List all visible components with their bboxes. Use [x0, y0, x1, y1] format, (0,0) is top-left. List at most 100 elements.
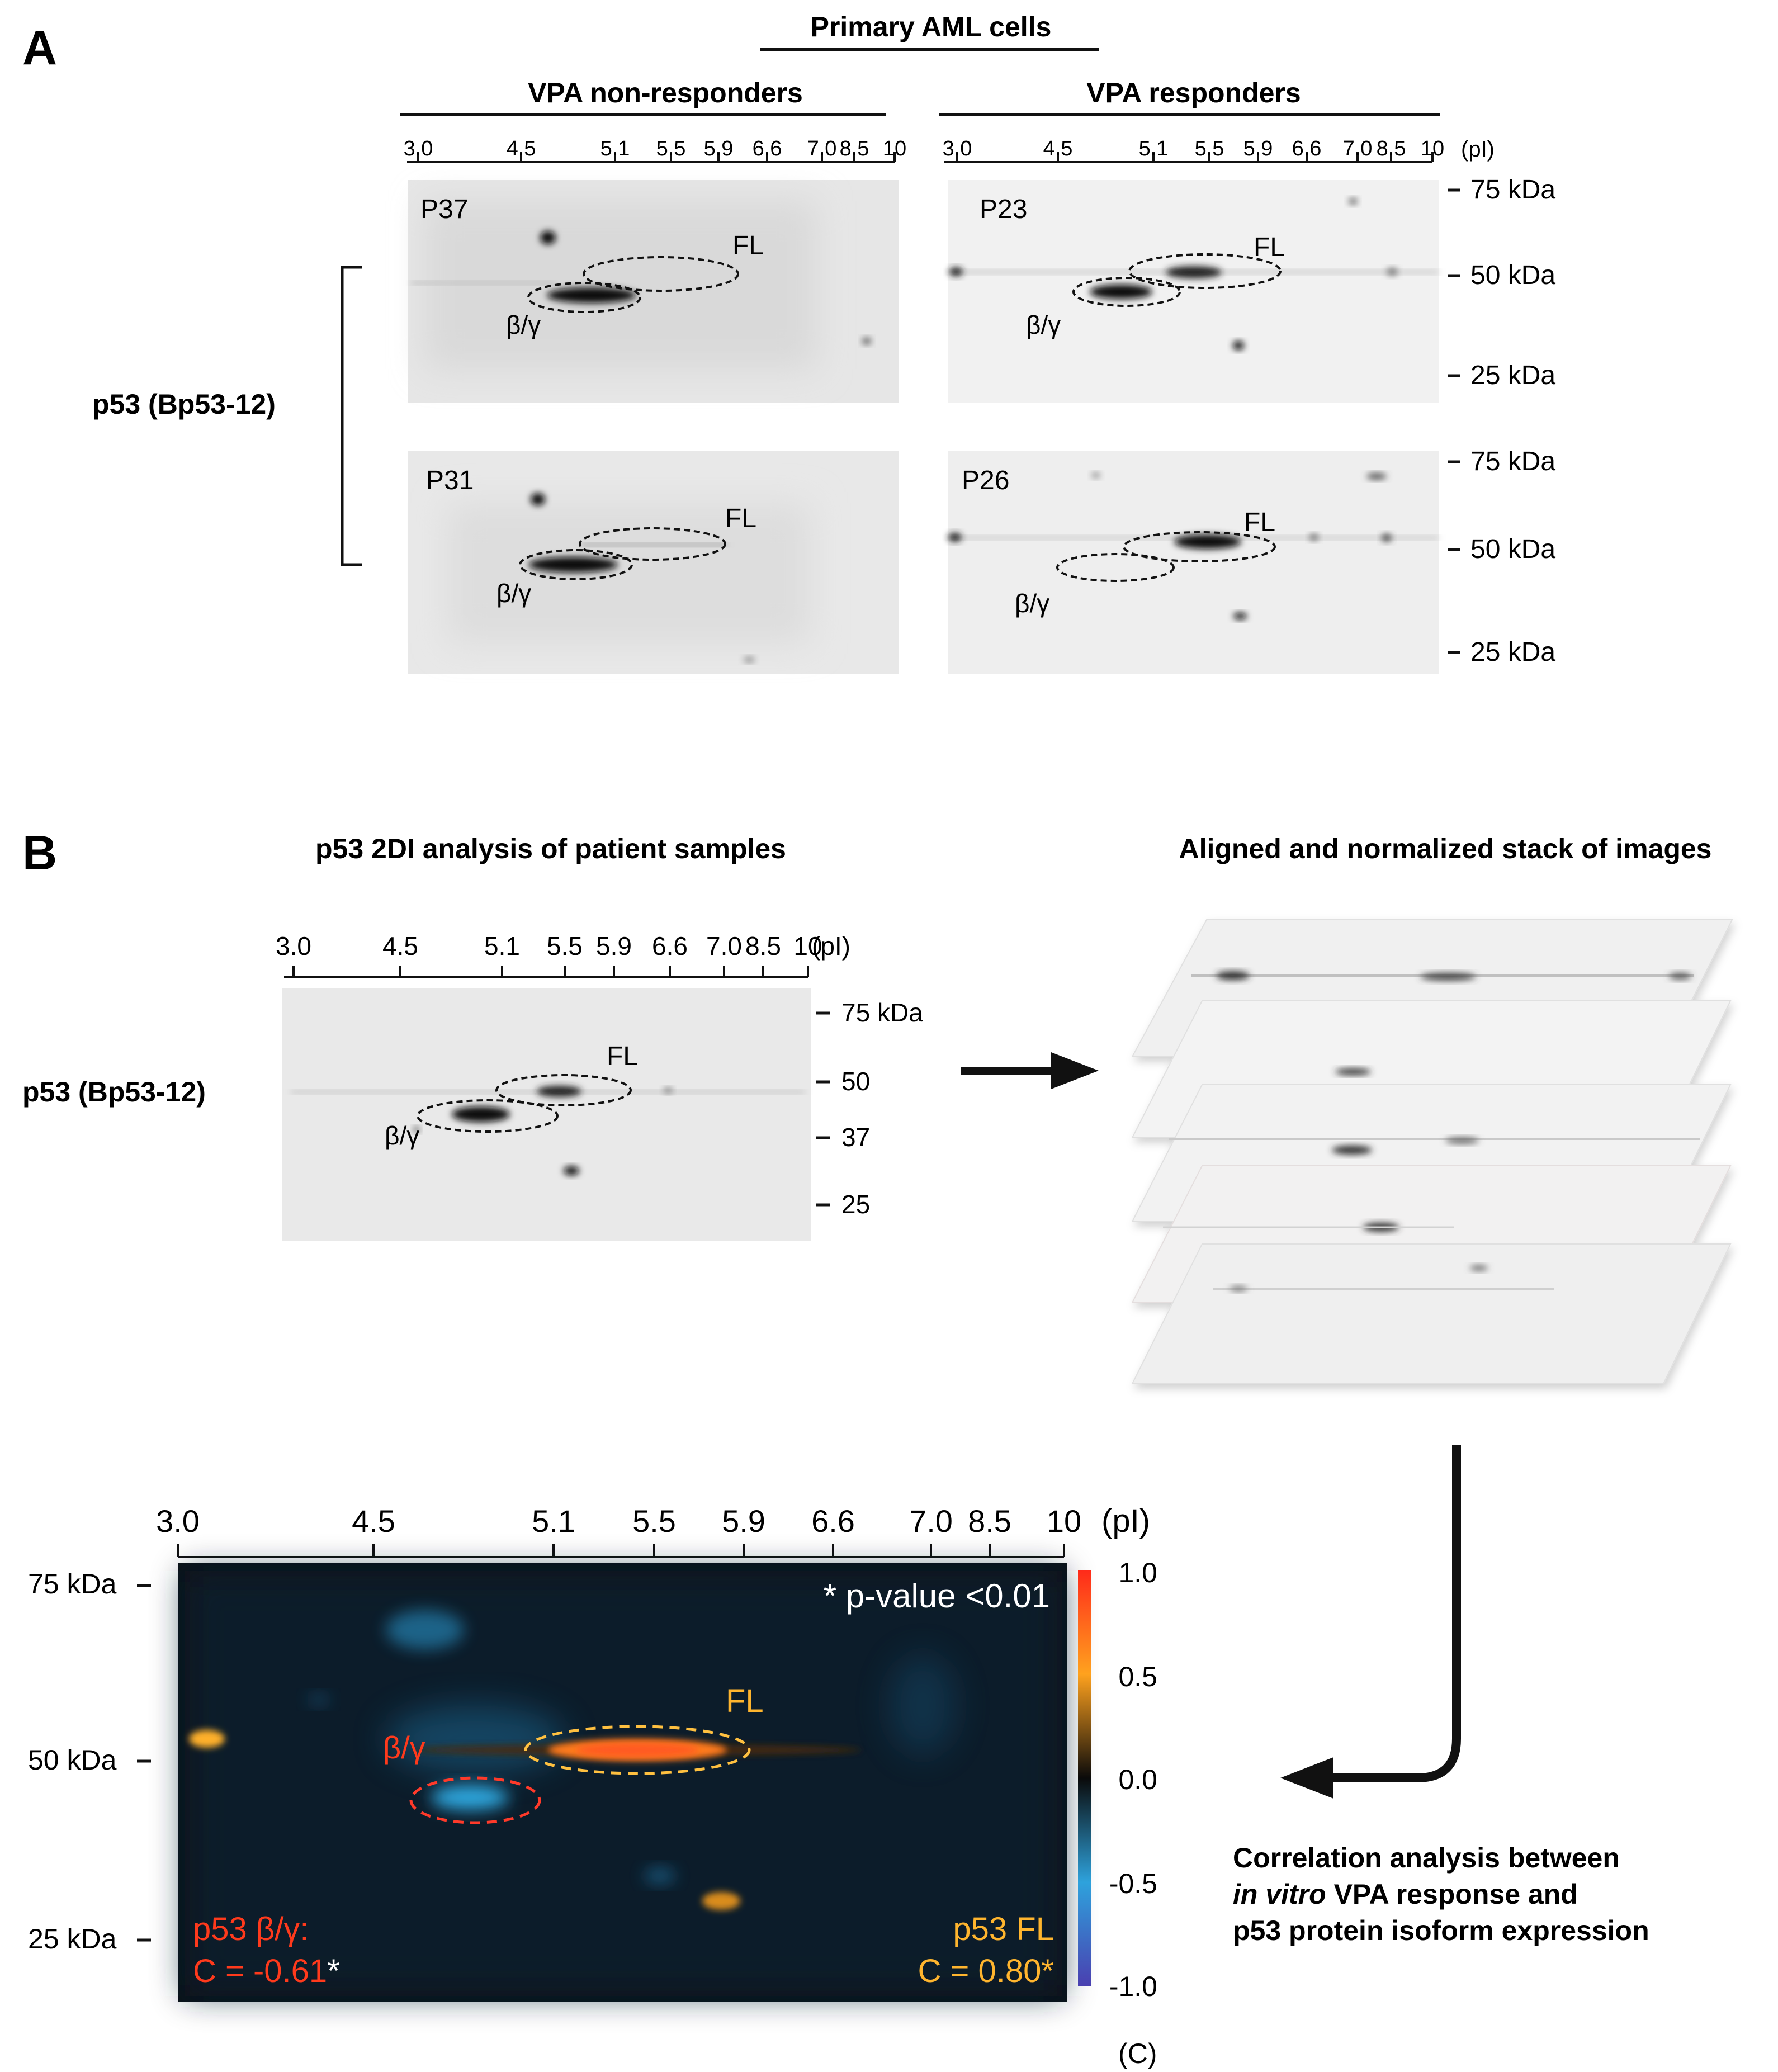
bracket — [341, 266, 362, 566]
bg-label: β/γ — [496, 579, 531, 608]
blot-p31: P31 FL β/γ — [408, 451, 899, 674]
kda-label: 25 — [841, 1190, 870, 1219]
caption-line: Correlation analysis between — [1233, 1842, 1620, 1874]
fl-stat-value: C = 0.80* — [918, 1953, 1054, 1989]
bg-hotspot — [431, 1785, 509, 1810]
fl-outline — [1128, 253, 1282, 289]
bg-label: β/γ — [1026, 310, 1061, 339]
bg-label: β/γ — [385, 1121, 419, 1150]
pi-tick-label: 4.5 — [352, 1503, 395, 1539]
colorbar-tick-label: -0.5 — [1109, 1868, 1157, 1899]
pi-tick-label: 6.6 — [1292, 137, 1322, 160]
kda-label: 25 kDa — [28, 1923, 117, 1955]
pi-tick-label: 7.0 — [706, 931, 742, 961]
fl-outline — [495, 1074, 632, 1106]
pi-tick-label: 5.5 — [656, 137, 686, 160]
pi-tick-label: 5.1 — [1139, 137, 1169, 160]
pi-tick-label: 6.6 — [753, 137, 782, 160]
bg-stat-title: p53 β/γ: — [193, 1911, 309, 1947]
antibody-label-a: p53 (Bp53-12) — [92, 389, 276, 420]
pi-tick-label: 5.9 — [596, 931, 632, 961]
pi-tick-label: 5.5 — [547, 931, 583, 961]
bg-outline — [1056, 553, 1175, 582]
patient-label: P37 — [420, 195, 468, 224]
kda-label: 75 kDa — [28, 1568, 117, 1600]
caption-rest: VPA response and — [1326, 1879, 1578, 1910]
panel-a-letter: A — [22, 21, 57, 75]
fl-label: FL — [732, 231, 764, 261]
primary-aml-header: Primary AML cells — [811, 11, 1052, 42]
fl-label-heatmap: FL — [726, 1683, 764, 1719]
colorbar-tick-label: 0.5 — [1118, 1661, 1157, 1692]
pi-tick-label: 6.6 — [652, 931, 688, 961]
pi-tick-label: 5.1 — [484, 931, 520, 961]
pi-unit-b: (pI) — [812, 931, 850, 961]
kda-label: 75 kDa — [1470, 447, 1555, 476]
bg-outline — [527, 282, 641, 313]
fl-outline — [583, 256, 739, 292]
heatmap: * p-value <0.01 FL β/γ p53 β/γ: C = -0.6… — [178, 1563, 1067, 2002]
pi-tick-label: 7.0 — [909, 1503, 953, 1539]
kda-label: 50 kDa — [1470, 534, 1555, 564]
colorbar: 1.0 0.5 0.0 -0.5 -1.0 (C) — [1078, 1557, 1157, 2069]
bg-stat-star: * — [327, 1953, 340, 1989]
colorbar-tick-label: 1.0 — [1118, 1557, 1157, 1588]
pi-tick-label: 3.0 — [276, 931, 311, 961]
fl-label: FL — [725, 504, 756, 533]
group-non-responders: VPA non-responders — [528, 77, 803, 108]
pi-tick-label: 4.5 — [1043, 137, 1073, 160]
blot-p26: P26 FL β/γ — [948, 451, 1439, 674]
arrow-down-left — [1280, 1445, 1461, 1799]
pi-tick-label: 8.5 — [745, 931, 781, 961]
right-title: Aligned and normalized stack of images — [1179, 833, 1711, 864]
kda-scale-b: 75 kDa 50 37 25 — [816, 998, 923, 1219]
stack-layer — [1131, 1243, 1732, 1384]
blot-p23: P23 FL β/γ — [948, 180, 1439, 403]
caption-line: p53 protein isoform expression — [1233, 1915, 1649, 1946]
fl-outline-heatmap — [524, 1725, 751, 1775]
bg-outline-heatmap — [409, 1776, 541, 1824]
kda-label: 37 — [841, 1123, 870, 1152]
pi-tick-label: 5.5 — [632, 1503, 676, 1539]
bg-outline — [417, 1099, 559, 1133]
pi-tick-label: 8.5 — [840, 137, 869, 160]
bg-stat-value: C = -0.61* — [193, 1953, 340, 1989]
kda-label: 50 — [841, 1067, 870, 1096]
pi-tick-label: 3.0 — [404, 137, 433, 160]
pi-tick-label: 6.6 — [811, 1503, 855, 1539]
image-stack — [1131, 919, 1733, 1384]
caption: Correlation analysis between in vitro VP… — [1233, 1842, 1649, 1946]
fl-label: FL — [607, 1042, 638, 1071]
blot-b: FL β/γ — [282, 988, 811, 1241]
fl-outline — [579, 527, 726, 561]
pi-axis-left: 3.0 4.5 5.1 5.5 5.9 6.6 7.0 8.5 10 — [404, 137, 906, 163]
kda-label: 25 kDa — [1470, 637, 1555, 667]
pi-tick-label: 10 — [1047, 1503, 1081, 1539]
pi-tick-label: 4.5 — [382, 931, 418, 961]
bg-label: β/γ — [506, 310, 541, 339]
pi-tick-label: 3.0 — [156, 1503, 200, 1539]
pvalue-note: * p-value <0.01 — [824, 1577, 1050, 1615]
pi-tick-label: 5.1 — [532, 1503, 575, 1539]
caption-line: in vitro VPA response and — [1233, 1879, 1578, 1910]
pi-tick-label: 8.5 — [1377, 137, 1406, 160]
kda-label: 50 kDa — [28, 1744, 117, 1776]
colorbar-tick-label: 0.0 — [1118, 1764, 1157, 1795]
kda-label: 50 kDa — [1470, 261, 1555, 290]
patient-label: P31 — [426, 466, 474, 495]
pi-axis-right: 3.0 4.5 5.1 5.5 5.9 6.6 7.0 8.5 10 — [943, 137, 1444, 163]
fl-label: FL — [1254, 233, 1285, 262]
pi-tick-label: 5.9 — [722, 1503, 765, 1539]
bg-stat-number: C = -0.61 — [193, 1953, 327, 1989]
pi-tick-label: 7.0 — [1343, 137, 1373, 160]
colorbar-gradient — [1078, 1570, 1091, 1986]
pi-unit-heatmap: (pI) — [1101, 1503, 1150, 1539]
bg-outline — [1072, 277, 1181, 307]
kda-scale-top: 75 kDa 50 kDa 25 kDa — [1448, 175, 1555, 390]
pi-tick-label: 5.5 — [1195, 137, 1224, 160]
fl-label: FL — [1244, 508, 1275, 537]
fl-outline — [1123, 531, 1276, 562]
pi-tick-label: 4.5 — [507, 137, 536, 160]
arrow-right — [961, 1052, 1099, 1089]
